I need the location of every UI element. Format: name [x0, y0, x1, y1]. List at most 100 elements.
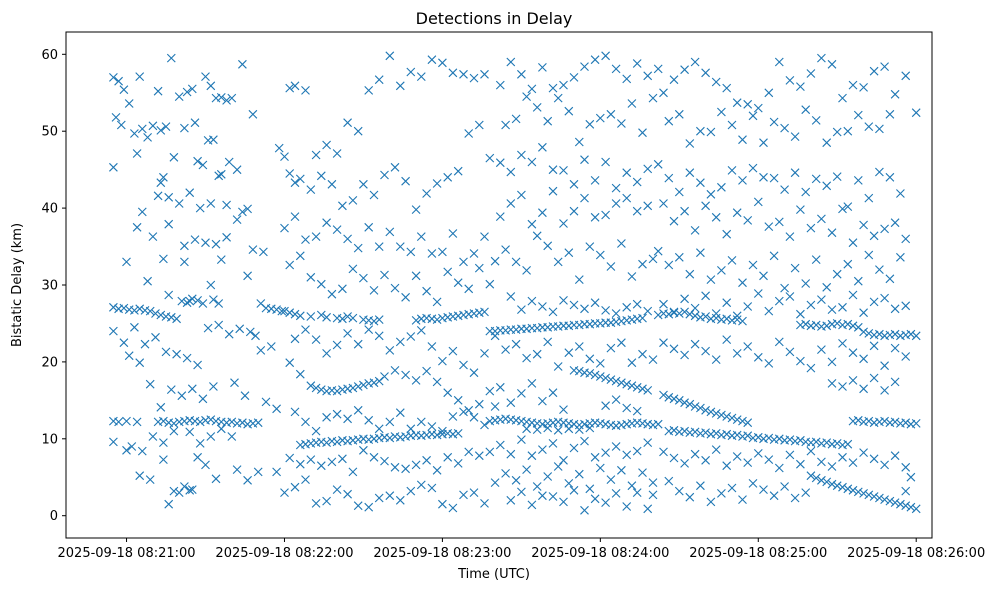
data-point	[864, 416, 874, 426]
data-point	[643, 201, 653, 211]
data-point	[890, 304, 900, 314]
data-point	[338, 314, 347, 324]
data-point	[653, 310, 663, 320]
data-point	[790, 263, 800, 273]
data-point	[411, 460, 421, 470]
data-point	[532, 349, 542, 359]
data-point	[664, 173, 674, 183]
data-point	[322, 312, 331, 322]
data-point	[143, 133, 152, 142]
data-point	[595, 250, 605, 260]
data-point	[495, 158, 505, 168]
data-point	[559, 166, 568, 175]
data-point	[172, 349, 181, 359]
data-point	[875, 265, 884, 274]
data-point	[316, 279, 326, 289]
data-point	[806, 223, 816, 233]
data-point	[480, 307, 489, 317]
data-point	[135, 471, 145, 481]
data-point	[764, 433, 774, 443]
data-point	[885, 172, 895, 182]
data-point	[732, 98, 742, 108]
data-point	[427, 342, 437, 351]
data-point	[875, 167, 884, 177]
data-point	[638, 349, 647, 359]
data-point	[627, 481, 637, 491]
data-point	[159, 416, 168, 426]
data-point	[156, 402, 166, 412]
data-point	[364, 325, 374, 334]
data-point	[359, 380, 368, 390]
data-point	[364, 502, 374, 512]
data-point	[548, 439, 558, 448]
data-point	[601, 401, 610, 411]
data-point	[209, 382, 218, 391]
data-point	[701, 201, 710, 211]
data-point	[490, 256, 500, 266]
data-point	[306, 185, 316, 194]
data-point	[238, 59, 247, 69]
data-point	[216, 255, 226, 264]
data-point	[717, 182, 726, 192]
data-point	[811, 320, 821, 330]
data-point	[564, 248, 574, 258]
data-point	[801, 187, 811, 197]
data-point	[248, 109, 258, 119]
data-point	[653, 159, 663, 169]
data-point	[843, 259, 853, 269]
data-point	[796, 82, 805, 91]
data-point	[395, 495, 405, 505]
data-point	[174, 488, 184, 497]
data-point	[706, 497, 716, 507]
data-point	[290, 482, 300, 492]
data-point	[827, 462, 837, 471]
data-point	[538, 142, 547, 152]
data-point	[145, 475, 155, 484]
data-point	[332, 149, 342, 158]
data-point	[690, 57, 700, 67]
data-point	[664, 392, 674, 402]
data-point	[216, 93, 226, 102]
data-point	[511, 114, 521, 124]
data-point	[495, 382, 505, 392]
data-point	[864, 490, 874, 500]
data-point	[774, 463, 784, 473]
data-point	[611, 309, 621, 318]
data-point	[853, 415, 863, 425]
data-point	[838, 452, 847, 462]
data-point	[156, 178, 166, 188]
data-point	[427, 422, 437, 431]
x-tick-label: 2025-09-18 08:23:00	[373, 546, 511, 561]
data-point	[348, 196, 358, 205]
data-point	[432, 377, 442, 387]
data-point	[832, 269, 842, 279]
data-point	[617, 378, 626, 388]
data-point	[764, 306, 774, 316]
data-point	[201, 72, 210, 81]
data-point	[722, 229, 732, 239]
data-point	[438, 499, 447, 509]
data-point	[327, 179, 337, 189]
y-tick-label: 0	[50, 509, 58, 524]
data-point	[193, 360, 202, 370]
data-point	[164, 192, 174, 202]
data-point	[774, 57, 784, 67]
data-point	[206, 81, 216, 91]
data-point	[601, 157, 610, 167]
data-point	[256, 346, 266, 355]
data-point	[359, 273, 368, 283]
data-point	[506, 292, 516, 301]
data-point	[811, 473, 821, 483]
data-point	[722, 335, 732, 344]
data-point	[796, 205, 805, 214]
data-point	[332, 485, 342, 494]
data-point	[222, 232, 231, 242]
data-point	[790, 168, 800, 178]
data-point	[411, 205, 421, 214]
data-point	[453, 395, 463, 405]
data-point	[124, 351, 134, 361]
data-point	[316, 385, 326, 394]
data-point	[901, 352, 911, 361]
data-point	[701, 428, 710, 437]
